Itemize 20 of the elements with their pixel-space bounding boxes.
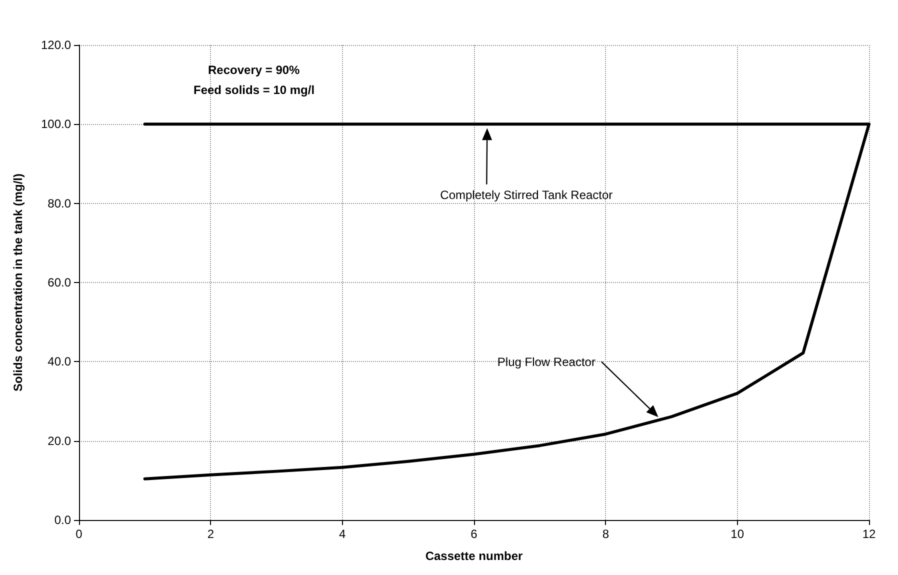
annotation: Plug Flow Reactor: [497, 354, 596, 369]
x-tick-label: 6: [470, 527, 478, 541]
x-tick-label: 12: [862, 527, 876, 541]
y-tick-label: 0.0: [54, 513, 72, 527]
y-tick-label: 20.0: [48, 434, 72, 448]
x-tick-label: 10: [730, 527, 744, 541]
x-tick-label: 4: [338, 527, 346, 541]
annotation: Recovery = 90%: [208, 63, 300, 77]
y-tick-label: 40.0: [48, 354, 72, 369]
annotation: Completely Stirred Tank Reactor: [440, 188, 613, 202]
x-axis-title: Cassette number: [425, 549, 524, 563]
y-tick-label: 60.0: [48, 276, 72, 290]
y-tick-label: 120.0: [40, 38, 72, 52]
x-tick-label: 8: [602, 527, 610, 541]
annotation: Feed solids = 10 mg/l: [194, 83, 315, 97]
x-tick-label: 2: [207, 527, 214, 541]
y-axis-title: Solids concentration in the tank (mg/l): [11, 173, 25, 392]
x-tick-label: 0: [76, 527, 83, 541]
y-tick-label: 100.0: [40, 117, 72, 132]
y-tick-label: 80.0: [48, 196, 72, 210]
